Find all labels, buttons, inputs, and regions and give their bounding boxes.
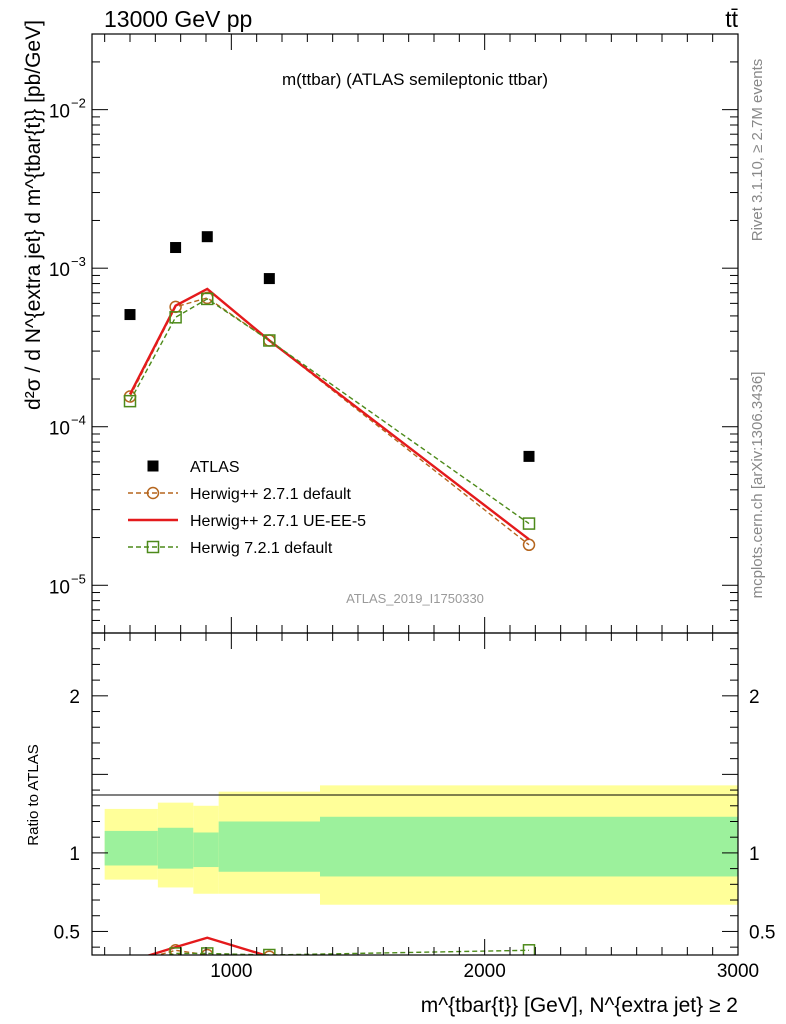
data-point (124, 309, 136, 321)
data-point (201, 231, 213, 243)
y-tick-exponent: −5 (71, 571, 86, 586)
x-tick-labels: 1000 2000 3000 (210, 961, 759, 982)
y-tick-label: 10 (49, 419, 70, 440)
x-tick-label: 1000 (210, 961, 252, 982)
analysis-id: ATLAS_2019_I1750330 (346, 591, 484, 606)
ratio-data-point (201, 948, 214, 955)
ratio-stat-band (157, 827, 194, 869)
x-axis-label: m^{tbar{t}} [GeV], N^{extra jet} ≥ 2 (421, 994, 738, 1017)
y-tick-exponent: −3 (71, 254, 86, 269)
main-plot-frame (91, 33, 739, 634)
legend-marker (147, 460, 159, 472)
main-panel: 10−510−410−310−2 m(ttbar) (ATLAS semilep… (49, 33, 739, 634)
ratio-series-group (125, 936, 536, 973)
side-text-top: Rivet 3.1.10, ≥ 2.7M events (749, 59, 766, 242)
plot-title: m(ttbar) (ATLAS semileptonic ttbar) (282, 70, 548, 89)
ratio-panel: 0.5 0.5 1 1 2 2 1000 2000 3000 (54, 632, 775, 982)
header-left: 13000 GeV pp (104, 6, 252, 32)
y-tick-exponent: −4 (71, 413, 86, 428)
y-tick-label: 10 (49, 260, 70, 281)
ratio-y-tick-label-right: 0.5 (749, 922, 775, 943)
side-text-bottom: mcplots.cern.ch [arXiv:1306.3436] (749, 372, 766, 599)
data-point (263, 273, 275, 285)
data-point (123, 394, 137, 408)
legend-label: ATLAS (190, 459, 240, 476)
series-line (129, 298, 530, 525)
series-line (129, 297, 530, 546)
ratio-y-tick-label-left: 2 (69, 687, 80, 708)
ratio-data-point (263, 950, 276, 955)
ratio-y-tick-label-right: 1 (749, 844, 760, 865)
series-line (128, 287, 530, 541)
ratio-y-tick-label-left: 0.5 (54, 922, 80, 943)
x-tick-label: 2000 (464, 961, 506, 982)
ratio-stat-band (104, 830, 158, 866)
ratio-y-tick-label-left: 1 (69, 844, 80, 865)
legend-marker (146, 486, 160, 500)
data-point (522, 538, 536, 552)
ratio-stat-band (320, 816, 738, 877)
data-point (201, 292, 214, 306)
header-right: tt̄ (725, 6, 738, 32)
data-point (522, 517, 536, 530)
data-point (523, 450, 535, 462)
ratio-data-point (125, 957, 136, 968)
ratio-axis-ticks: 0.5 0.5 1 1 2 2 (54, 632, 775, 955)
data-point (263, 334, 276, 347)
ratio-stat-band (218, 821, 320, 872)
ratio-y-tick-label-right: 2 (749, 687, 760, 708)
ratio-plot-frame (91, 632, 739, 956)
ratio-series-line (146, 936, 269, 955)
ratio-data-point (522, 944, 536, 955)
ratio-data-point (201, 947, 214, 955)
data-point (170, 242, 182, 254)
main-axis-ticks (92, 33, 739, 633)
top-header: 13000 GeV pp tt̄ (104, 6, 739, 32)
y-axis-label: d²σ / d N^{extra jet} d m^{tbar{t}} [pb/… (22, 20, 45, 410)
x-tick-label: 3000 (717, 961, 759, 982)
y-tick-label: 10 (49, 577, 70, 598)
ratio-data-point (125, 960, 136, 971)
ratio-data-point (524, 962, 535, 973)
ratio-data-point (263, 948, 276, 955)
ratio-uncertainty-bands (104, 785, 738, 905)
ratio-y-axis-label: Ratio to ATLAS (25, 744, 42, 845)
y-tick-exponent: −2 (71, 96, 86, 111)
ratio-stat-band (193, 832, 219, 868)
y-tick-label: 10 (49, 102, 70, 123)
ratio-series-line (167, 949, 530, 955)
legend-marker (146, 540, 160, 554)
legend-label: Herwig++ 2.7.1 UE-EE-5 (190, 513, 366, 530)
main-y-tick-labels: 10−510−410−310−2 (49, 96, 86, 599)
legend-label: Herwig 7.2.1 default (190, 540, 333, 557)
main-series-group (123, 231, 536, 552)
legend-label: Herwig++ 2.7.1 default (190, 486, 352, 503)
legend: ATLAS Herwig++ 2.7.1 default Herwig++ 2.7.… (128, 459, 366, 557)
data-point (169, 311, 182, 324)
